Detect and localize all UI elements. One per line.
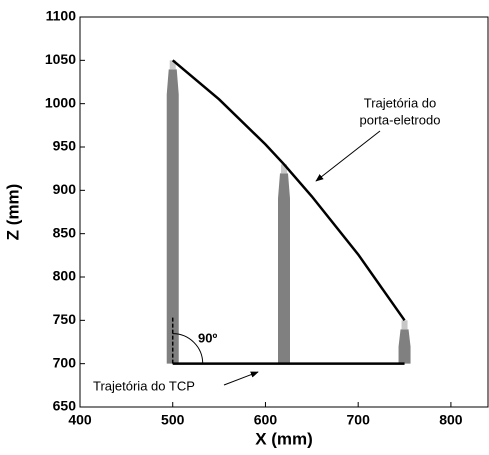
electrode-body	[398, 329, 411, 364]
trajectory-line	[171, 59, 406, 322]
x-tick-label: 600	[254, 412, 278, 428]
y-tick-label: 850	[53, 224, 77, 240]
annotation: porta-eletrodo	[360, 112, 441, 127]
y-tick-label: 700	[53, 354, 77, 370]
annotation: 90º	[198, 330, 217, 345]
x-tick-label: 500	[161, 412, 185, 428]
electrode-tip	[281, 164, 287, 174]
y-tick-label: 1100	[46, 8, 77, 24]
y-tick-label: 750	[53, 311, 77, 327]
annotation-arrow	[315, 130, 381, 182]
y-tick-label: 1000	[45, 94, 76, 110]
plot-frame	[79, 16, 489, 408]
x-tick-label: 700	[347, 412, 371, 428]
annotation: Trajetória do	[364, 95, 437, 110]
y-tick-label: 650	[53, 398, 77, 414]
x-tick-label: 400	[68, 412, 92, 428]
y-axis-label: Z (mm)	[3, 184, 22, 241]
annotation-arrow	[223, 371, 259, 386]
annotation: Trajetória do TCP	[93, 378, 195, 393]
x-axis-label: X (mm)	[255, 429, 313, 448]
y-tick-label: 950	[53, 138, 77, 154]
angle-arc	[172, 333, 204, 364]
y-tick-label: 800	[53, 268, 77, 284]
electrode-tip	[401, 320, 408, 330]
y-tick-label: 1050	[45, 51, 76, 67]
electrode-body	[278, 173, 290, 364]
y-tick-label: 900	[53, 181, 77, 197]
electrode-tip	[169, 60, 176, 70]
x-tick-label: 800	[439, 412, 463, 428]
electrode-body	[166, 69, 179, 364]
